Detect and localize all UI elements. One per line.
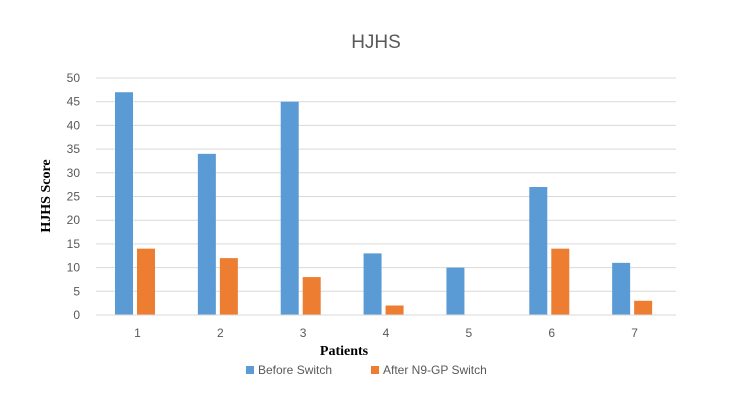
- x-tick-label: 7: [631, 326, 638, 340]
- y-axis-ticks: 0 5 10 15 20 25 30 35 40 45 50: [67, 71, 81, 322]
- x-tick-label: 1: [134, 326, 141, 340]
- x-axis-label: Patients: [320, 344, 369, 359]
- bar-before-patient-1: [115, 92, 133, 315]
- y-tick-label: 20: [67, 213, 81, 227]
- gridlines: [96, 77, 676, 292]
- y-tick-label: 30: [67, 166, 81, 180]
- bar-after-patient-3: [302, 277, 321, 315]
- y-tick-label: 5: [73, 284, 80, 298]
- bar-before-patient-5: [446, 267, 465, 315]
- y-tick-label: 0: [73, 308, 80, 322]
- bar-before-patient-3: [280, 101, 299, 315]
- y-tick-label: 10: [67, 261, 81, 275]
- x-tick-label: 6: [548, 326, 555, 340]
- x-axis-ticks: 1 2 3 4 5 6 7: [134, 326, 638, 340]
- bar-before-patient-2: [197, 153, 216, 315]
- bar-before-patient-7: [612, 262, 631, 315]
- y-tick-label: 40: [67, 118, 81, 132]
- legend-label: Before Switch: [258, 363, 332, 377]
- legend-label: After N9-GP Switch: [383, 363, 487, 377]
- bar-after-patient-1: [137, 248, 155, 315]
- x-tick-label: 2: [217, 326, 224, 340]
- bar-after-patient-7: [634, 300, 653, 315]
- bar-before-patient-6: [529, 187, 548, 315]
- legend-swatch: [246, 366, 254, 374]
- y-tick-label: 15: [67, 237, 81, 251]
- legend: Before Switch After N9-GP Switch: [246, 363, 487, 377]
- y-tick-label: 25: [67, 190, 81, 204]
- bar-after-patient-2: [219, 258, 238, 315]
- x-tick-label: 5: [466, 326, 473, 340]
- legend-swatch: [371, 366, 379, 374]
- bar-after-patient-4: [385, 305, 404, 315]
- y-tick-label: 35: [67, 142, 81, 156]
- chart-title: HJHS: [351, 32, 401, 53]
- y-tick-label: 50: [67, 71, 81, 85]
- x-tick-label: 4: [383, 326, 390, 340]
- bar-before-patient-4: [363, 253, 382, 315]
- bar-after-patient-6: [551, 248, 570, 315]
- x-tick-label: 3: [300, 326, 307, 340]
- bars: [115, 92, 653, 315]
- y-tick-label: 45: [67, 95, 81, 109]
- y-axis-label: HJHS Score: [39, 159, 54, 232]
